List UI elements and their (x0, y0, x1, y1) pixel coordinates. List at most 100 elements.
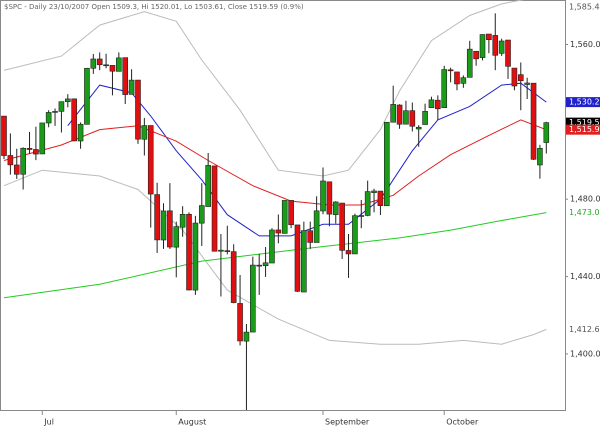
candle-body (192, 222, 199, 291)
candle-body (403, 110, 409, 125)
x-tick-label: August (178, 418, 206, 427)
y-tick-label: 1,400.0 (570, 349, 600, 358)
candle-body (128, 79, 135, 95)
candle-body (332, 201, 339, 215)
candle-body (7, 155, 14, 166)
candle-body (339, 202, 345, 251)
candle-body (262, 262, 269, 267)
candle-body (198, 205, 205, 224)
candle-body (141, 125, 148, 140)
x-tick-label: October (446, 418, 479, 427)
price-label-box (566, 97, 600, 108)
candle-body (135, 79, 141, 140)
candle-body (147, 125, 154, 195)
y-tick-label: 1,560.0 (570, 40, 600, 49)
y-tick-label: 1,440.0 (570, 272, 600, 281)
candle-body (422, 111, 428, 125)
candle-body (294, 224, 301, 292)
candle-body (530, 82, 537, 160)
candle-body (250, 264, 256, 333)
candle-body (58, 101, 65, 112)
candle-body (243, 331, 250, 342)
candle-body (320, 180, 326, 212)
candle-body (390, 104, 396, 123)
candle-body (511, 67, 518, 87)
plot-area (1, 0, 550, 410)
candle-body (65, 98, 71, 103)
candle-body (307, 230, 314, 243)
candle-body (205, 165, 211, 207)
candle-body (90, 58, 97, 69)
overlay-line (3, 169, 547, 345)
candle-body (454, 71, 460, 85)
candle-body (237, 303, 243, 342)
candle-body (26, 148, 33, 150)
candle-body (447, 69, 454, 72)
candle-body (186, 213, 192, 291)
candle-body (364, 191, 371, 216)
candle-body (211, 165, 218, 252)
candle-body (96, 58, 103, 66)
candle-body (116, 57, 122, 72)
candle-body (313, 210, 320, 243)
candle-body (505, 39, 511, 67)
candle-body (13, 164, 20, 175)
price-label-box (566, 117, 600, 128)
candle-body (288, 200, 294, 226)
candle-body (154, 194, 160, 241)
candle-body (358, 215, 365, 217)
candle-body (71, 98, 77, 142)
candle-body (45, 112, 52, 124)
candle-body (498, 40, 505, 54)
price-label: 1,473.08 (569, 208, 600, 217)
candle-body (479, 34, 486, 58)
price-label: 1,412.69 (569, 325, 600, 334)
price-label: 1,515.95 (569, 125, 600, 134)
candle-body (20, 147, 26, 175)
candle-body (218, 249, 224, 252)
candle-body (301, 230, 307, 293)
candle-body (377, 190, 384, 206)
candle-body (103, 64, 109, 67)
candle-body (383, 121, 390, 207)
candle-body (39, 122, 46, 155)
candle-body (224, 250, 231, 252)
candle-body (441, 69, 448, 109)
candle-body (543, 122, 550, 143)
x-tick-label: September (325, 418, 370, 427)
candle-body (160, 210, 167, 241)
candle-body (460, 77, 467, 84)
candle-body (466, 48, 473, 78)
candle-body (281, 200, 288, 234)
candle-body (269, 229, 275, 264)
y-tick-label: 1,480.0 (570, 195, 600, 204)
candle-body (345, 250, 352, 255)
candle-body (84, 67, 90, 125)
candle-body (1, 115, 7, 156)
price-label: 1,585.47 (569, 3, 600, 12)
candle-body (256, 264, 263, 267)
candle-body (492, 35, 499, 56)
candle-body (415, 126, 422, 130)
overlay-line (3, 119, 547, 206)
candle-body (33, 149, 39, 155)
candle-body (109, 65, 116, 72)
candle-body (122, 57, 129, 95)
candle-body (230, 251, 237, 303)
candle-body (486, 33, 492, 41)
candle-body (396, 104, 403, 125)
candle-body (275, 229, 282, 234)
candle-body (524, 82, 530, 85)
price-label-box (566, 124, 600, 135)
candle-body (179, 213, 186, 228)
candle-body (473, 50, 479, 60)
price-label: 1,530.2 (569, 98, 600, 107)
overlay-line (3, 0, 525, 177)
candle-body (77, 123, 84, 142)
candle-body (352, 215, 358, 255)
candle-body (517, 74, 524, 82)
candle-body (167, 210, 173, 248)
candle-body (537, 147, 543, 166)
candle-body (52, 111, 58, 113)
